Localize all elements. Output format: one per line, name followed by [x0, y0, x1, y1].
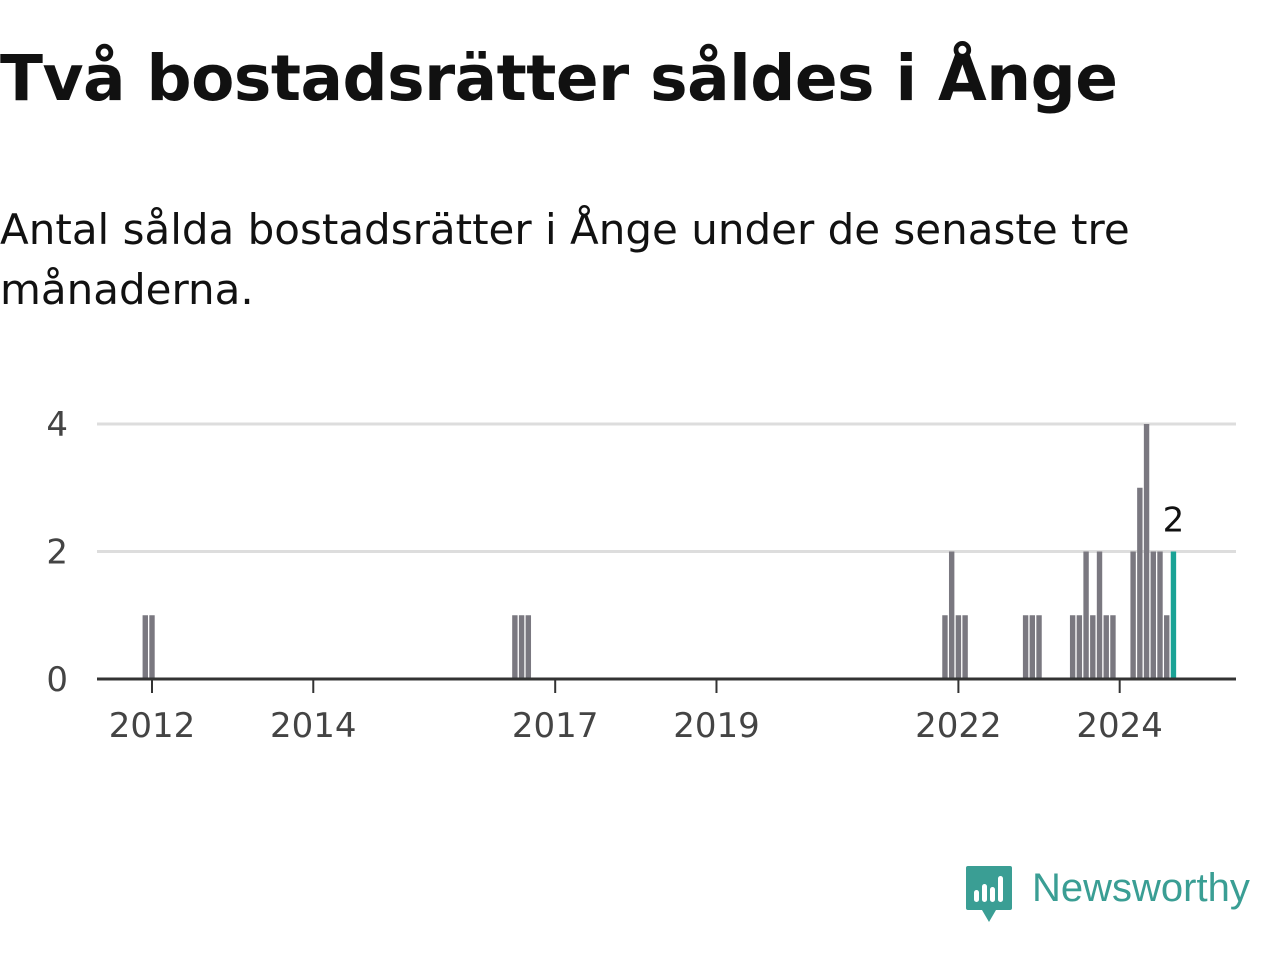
bar — [512, 615, 518, 679]
x-tick-label: 2014 — [270, 706, 357, 746]
bar — [1083, 551, 1089, 679]
bar — [955, 615, 962, 679]
bar — [1029, 615, 1036, 679]
bar — [1143, 424, 1150, 679]
newsworthy-logo[interactable]: Newsworthy — [964, 864, 1250, 924]
gridlines — [97, 422, 1236, 553]
bar — [1110, 615, 1116, 679]
bar — [1076, 615, 1083, 679]
y-tick-label: 4 — [46, 405, 68, 445]
x-tick-label: 2012 — [109, 706, 196, 746]
x-tick-label: 2024 — [1076, 706, 1163, 746]
bar — [948, 551, 955, 679]
x-tick-label: 2022 — [915, 706, 1002, 746]
bar — [142, 615, 148, 679]
bar — [1090, 615, 1096, 679]
newsworthy-logo-icon — [966, 866, 1012, 922]
bar — [149, 615, 155, 679]
chart-subtitle: Antal sålda bostadsrätter i Ånge under d… — [0, 205, 1130, 314]
bar — [1150, 551, 1156, 679]
bar — [1137, 487, 1143, 679]
bars — [142, 424, 1177, 679]
chart-title: Två bostadsrätter såldes i Ånge — [0, 42, 1118, 115]
bar — [962, 615, 968, 679]
x-tick-label: 2019 — [673, 706, 760, 746]
bar — [1069, 615, 1076, 679]
data-label: 2 — [1163, 501, 1185, 541]
y-tick-label: 0 — [46, 660, 68, 700]
axes — [97, 677, 1236, 693]
bar — [1130, 551, 1136, 679]
bar — [1022, 615, 1029, 679]
bar — [525, 615, 532, 679]
bar — [1096, 551, 1103, 679]
bar — [942, 615, 948, 679]
bar — [1036, 615, 1042, 679]
bar — [518, 615, 525, 679]
x-tick-label: 2017 — [512, 706, 599, 746]
y-tick-label: 2 — [46, 533, 68, 573]
bar-chart: 0 2 4 2 2012 2014 2017 2019 2022 2024 — [46, 405, 1236, 746]
bar — [1164, 615, 1170, 679]
bar — [1103, 615, 1109, 679]
logo-text: Newsworthy — [1032, 866, 1250, 910]
bar — [1157, 551, 1163, 679]
bar-highlighted — [1170, 551, 1177, 679]
labels: 0 2 4 2 2012 2014 2017 2019 2022 2024 — [46, 405, 1184, 746]
